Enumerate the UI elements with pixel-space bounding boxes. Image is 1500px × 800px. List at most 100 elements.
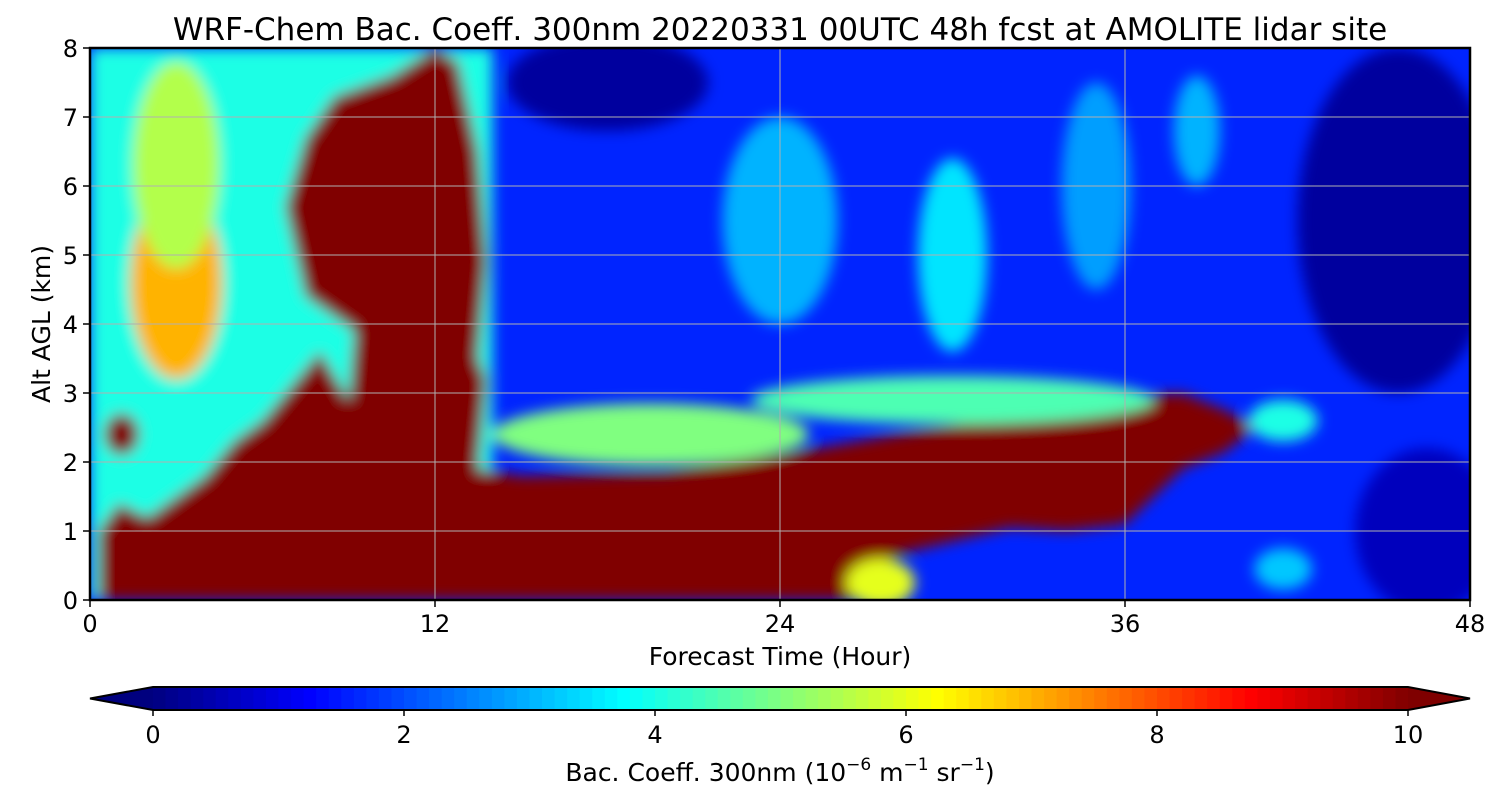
colorbar-cell <box>278 687 292 710</box>
colorbar-cell <box>1244 687 1258 710</box>
colorbar-cell <box>1194 687 1208 710</box>
colorbar: 0 2 4 6 8 10 Bac. Coeff. 300nm (10−6 m−1 sr−1… <box>89 686 1471 787</box>
colorbar-cell <box>1157 687 1171 710</box>
colorbar-cell <box>1044 687 1058 710</box>
colorbar-cell <box>1257 687 1271 710</box>
colorbar-cell <box>504 687 518 710</box>
colorbar-tick-label-0: 0 <box>145 721 160 749</box>
field-region-15 <box>506 48 709 131</box>
colorbar-cell <box>316 687 330 710</box>
colorbar-cell <box>629 687 644 710</box>
colorbar-cell <box>328 687 342 710</box>
colorbar-cell <box>1357 687 1371 710</box>
colorbar-cell <box>692 687 706 710</box>
colorbar-cell <box>730 687 744 710</box>
colorbar-over-arrow <box>1408 687 1470 710</box>
colorbar-cell <box>466 687 480 710</box>
colorbar-cell <box>918 687 932 710</box>
colorbar-cell <box>617 687 631 710</box>
colorbar-cell <box>1144 687 1158 710</box>
colorbar-cell <box>855 687 869 710</box>
colorbar-cell <box>1382 687 1397 710</box>
colorbar-cell <box>830 687 844 710</box>
field-region-16 <box>1355 448 1470 600</box>
x-axis-label: Forecast Time (Hour) <box>649 642 912 671</box>
colorbar-cell <box>818 687 832 710</box>
field-region-13 <box>1254 548 1312 590</box>
colorbar-cell <box>1219 687 1233 710</box>
colorbar-cell <box>880 687 895 710</box>
colorbar-cell <box>742 687 756 710</box>
colorbar-cell <box>1131 687 1146 710</box>
colorbar-cell <box>291 687 305 710</box>
colorbar-cell <box>1018 687 1033 710</box>
colorbar-tick-label-5: 10 <box>1393 721 1424 749</box>
y-tick-label-2: 2 <box>63 449 78 477</box>
field-region-14 <box>1297 48 1470 393</box>
colorbar-cell <box>165 687 179 710</box>
x-tick-label-4: 48 <box>1455 610 1486 638</box>
colorbar-cell <box>253 687 267 710</box>
y-tick-label-1: 1 <box>63 518 78 546</box>
colorbar-cell <box>1106 687 1120 710</box>
colorbar-cell <box>655 687 669 710</box>
colorbar-tick-label-1: 2 <box>396 721 411 749</box>
colorbar-cell <box>1320 687 1334 710</box>
colorbar-cell <box>1169 687 1183 710</box>
x-tick-label-1: 12 <box>420 610 451 638</box>
colorbar-cell <box>667 687 681 710</box>
colorbar-cell <box>454 687 468 710</box>
colorbar-cell <box>868 687 882 710</box>
colorbar-cell <box>717 687 731 710</box>
colorbar-cell <box>353 687 367 710</box>
colorbar-cell <box>567 687 581 710</box>
colorbar-cell <box>341 687 355 710</box>
colorbar-cell <box>943 687 957 710</box>
colorbar-cell <box>190 687 204 710</box>
y-axis-label: Alt AGL (km) <box>27 245 56 403</box>
colorbar-cell <box>366 687 380 710</box>
colorbar-cell <box>793 687 807 710</box>
field-region-7 <box>846 558 916 600</box>
colorbar-cell <box>1295 687 1309 710</box>
colorbar-cell <box>1232 687 1246 710</box>
colorbar-cell <box>429 687 443 710</box>
y-tick-label-8: 8 <box>63 35 78 63</box>
colorbar-cell <box>153 687 167 710</box>
colorbar-cell <box>554 687 568 710</box>
colorbar-cell <box>441 687 455 710</box>
colorbar-cell <box>516 687 531 710</box>
colorbar-under-arrow <box>90 687 153 710</box>
colorbar-cell <box>893 687 907 710</box>
colorbar-cell <box>993 687 1007 710</box>
colorbar-cell <box>604 687 618 710</box>
colorbar-cell <box>1207 687 1221 710</box>
y-tick-label-6: 6 <box>63 173 78 201</box>
colorbar-cell <box>755 687 769 710</box>
field-region-4 <box>104 413 139 456</box>
y-tick-label-5: 5 <box>63 242 78 270</box>
colorbar-ticks: 0 2 4 6 8 10 <box>145 710 1423 749</box>
colorbar-cell <box>1081 687 1095 710</box>
colorbar-cell <box>303 687 317 710</box>
colorbar-cell <box>1307 687 1321 710</box>
colorbar-cell <box>228 687 242 710</box>
colorbar-cell <box>642 687 656 710</box>
x-tick-label-3: 36 <box>1110 610 1141 638</box>
colorbar-cell <box>931 687 945 710</box>
colorbar-cell <box>491 687 505 710</box>
colorbar-cell <box>1069 687 1083 710</box>
colorbar-cell <box>265 687 280 710</box>
colorbar-cell <box>843 687 857 710</box>
colorbar-cell <box>404 687 418 710</box>
y-tick-label-3: 3 <box>63 380 78 408</box>
colorbar-cell <box>968 687 982 710</box>
colorbar-cell <box>1031 687 1045 710</box>
x-tick-label-2: 24 <box>765 610 796 638</box>
colorbar-cell <box>1345 687 1359 710</box>
colorbar-cell <box>240 687 254 710</box>
colorbar-cell <box>1269 687 1284 710</box>
colorbar-cell <box>1332 687 1346 710</box>
chart-title: WRF-Chem Bac. Coeff. 300nm 20220331 00UT… <box>173 12 1387 48</box>
